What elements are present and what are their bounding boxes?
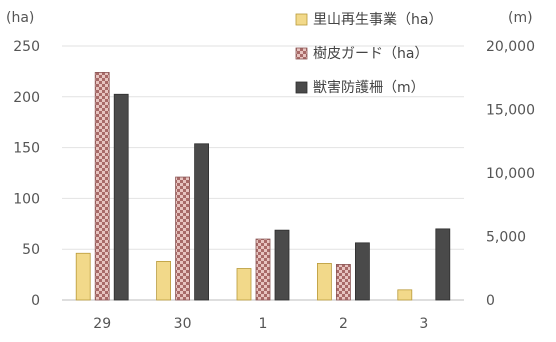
x-axis-tick-label: 3 (419, 316, 428, 332)
x-axis-tick-label: 1 (259, 316, 268, 332)
bars (75, 72, 451, 301)
left-axis-tick-label: 250 (13, 39, 40, 55)
x-axis-tick-label: 30 (174, 316, 192, 332)
bar-series-1 (397, 289, 413, 301)
right-axis-unit-label: (m) (508, 10, 533, 26)
x-axis-tick-label: 2 (339, 316, 348, 332)
x-axis-tick-label: 29 (93, 316, 111, 332)
bar-series-1 (156, 260, 172, 301)
left-axis-tick-label: 200 (13, 90, 40, 106)
axes: 0 50 100 150 200 250 0 5,000 10,000 15,000 20,000 (… (6, 10, 535, 332)
gridlines (62, 45, 464, 301)
bar-series-1 (236, 268, 252, 301)
bar-series-1 (316, 263, 332, 301)
bar-series-3 (113, 93, 129, 301)
legend-swatch (295, 81, 308, 94)
left-axis-tick-label: 100 (13, 191, 40, 207)
legend-swatch (295, 47, 308, 60)
left-axis-tick-label: 0 (31, 293, 40, 309)
bar-series-3 (435, 228, 451, 301)
legend: 里山再生事業（ha） 樹皮ガード（ha） 獣害防護柵（m） (295, 12, 442, 96)
legend-swatch (295, 13, 308, 26)
bar-series-2 (175, 176, 191, 301)
bar-series-3 (354, 242, 370, 301)
right-axis-tick-label: 15,000 (486, 103, 535, 119)
left-axis-tick-label: 50 (22, 242, 40, 258)
right-axis-tick-label: 20,000 (486, 39, 535, 55)
right-axis-tick-label: 5,000 (486, 230, 526, 246)
left-axis-tick-label: 150 (13, 141, 40, 157)
legend-label: 里山再生事業（ha） (313, 12, 442, 28)
bar-series-3 (194, 143, 210, 301)
left-axis-unit-label: (ha) (6, 10, 34, 26)
bar-series-2 (255, 238, 271, 301)
bar-series-1 (75, 252, 91, 301)
right-axis-tick-label: 0 (486, 293, 495, 309)
bar-series-3 (274, 229, 290, 301)
right-axis-tick-label: 10,000 (486, 166, 535, 182)
legend-label: 樹皮ガード（ha） (313, 46, 428, 62)
bar-series-2 (94, 72, 110, 301)
bar-series-2 (335, 264, 351, 301)
legend-label: 獣害防護柵（m） (313, 80, 425, 96)
